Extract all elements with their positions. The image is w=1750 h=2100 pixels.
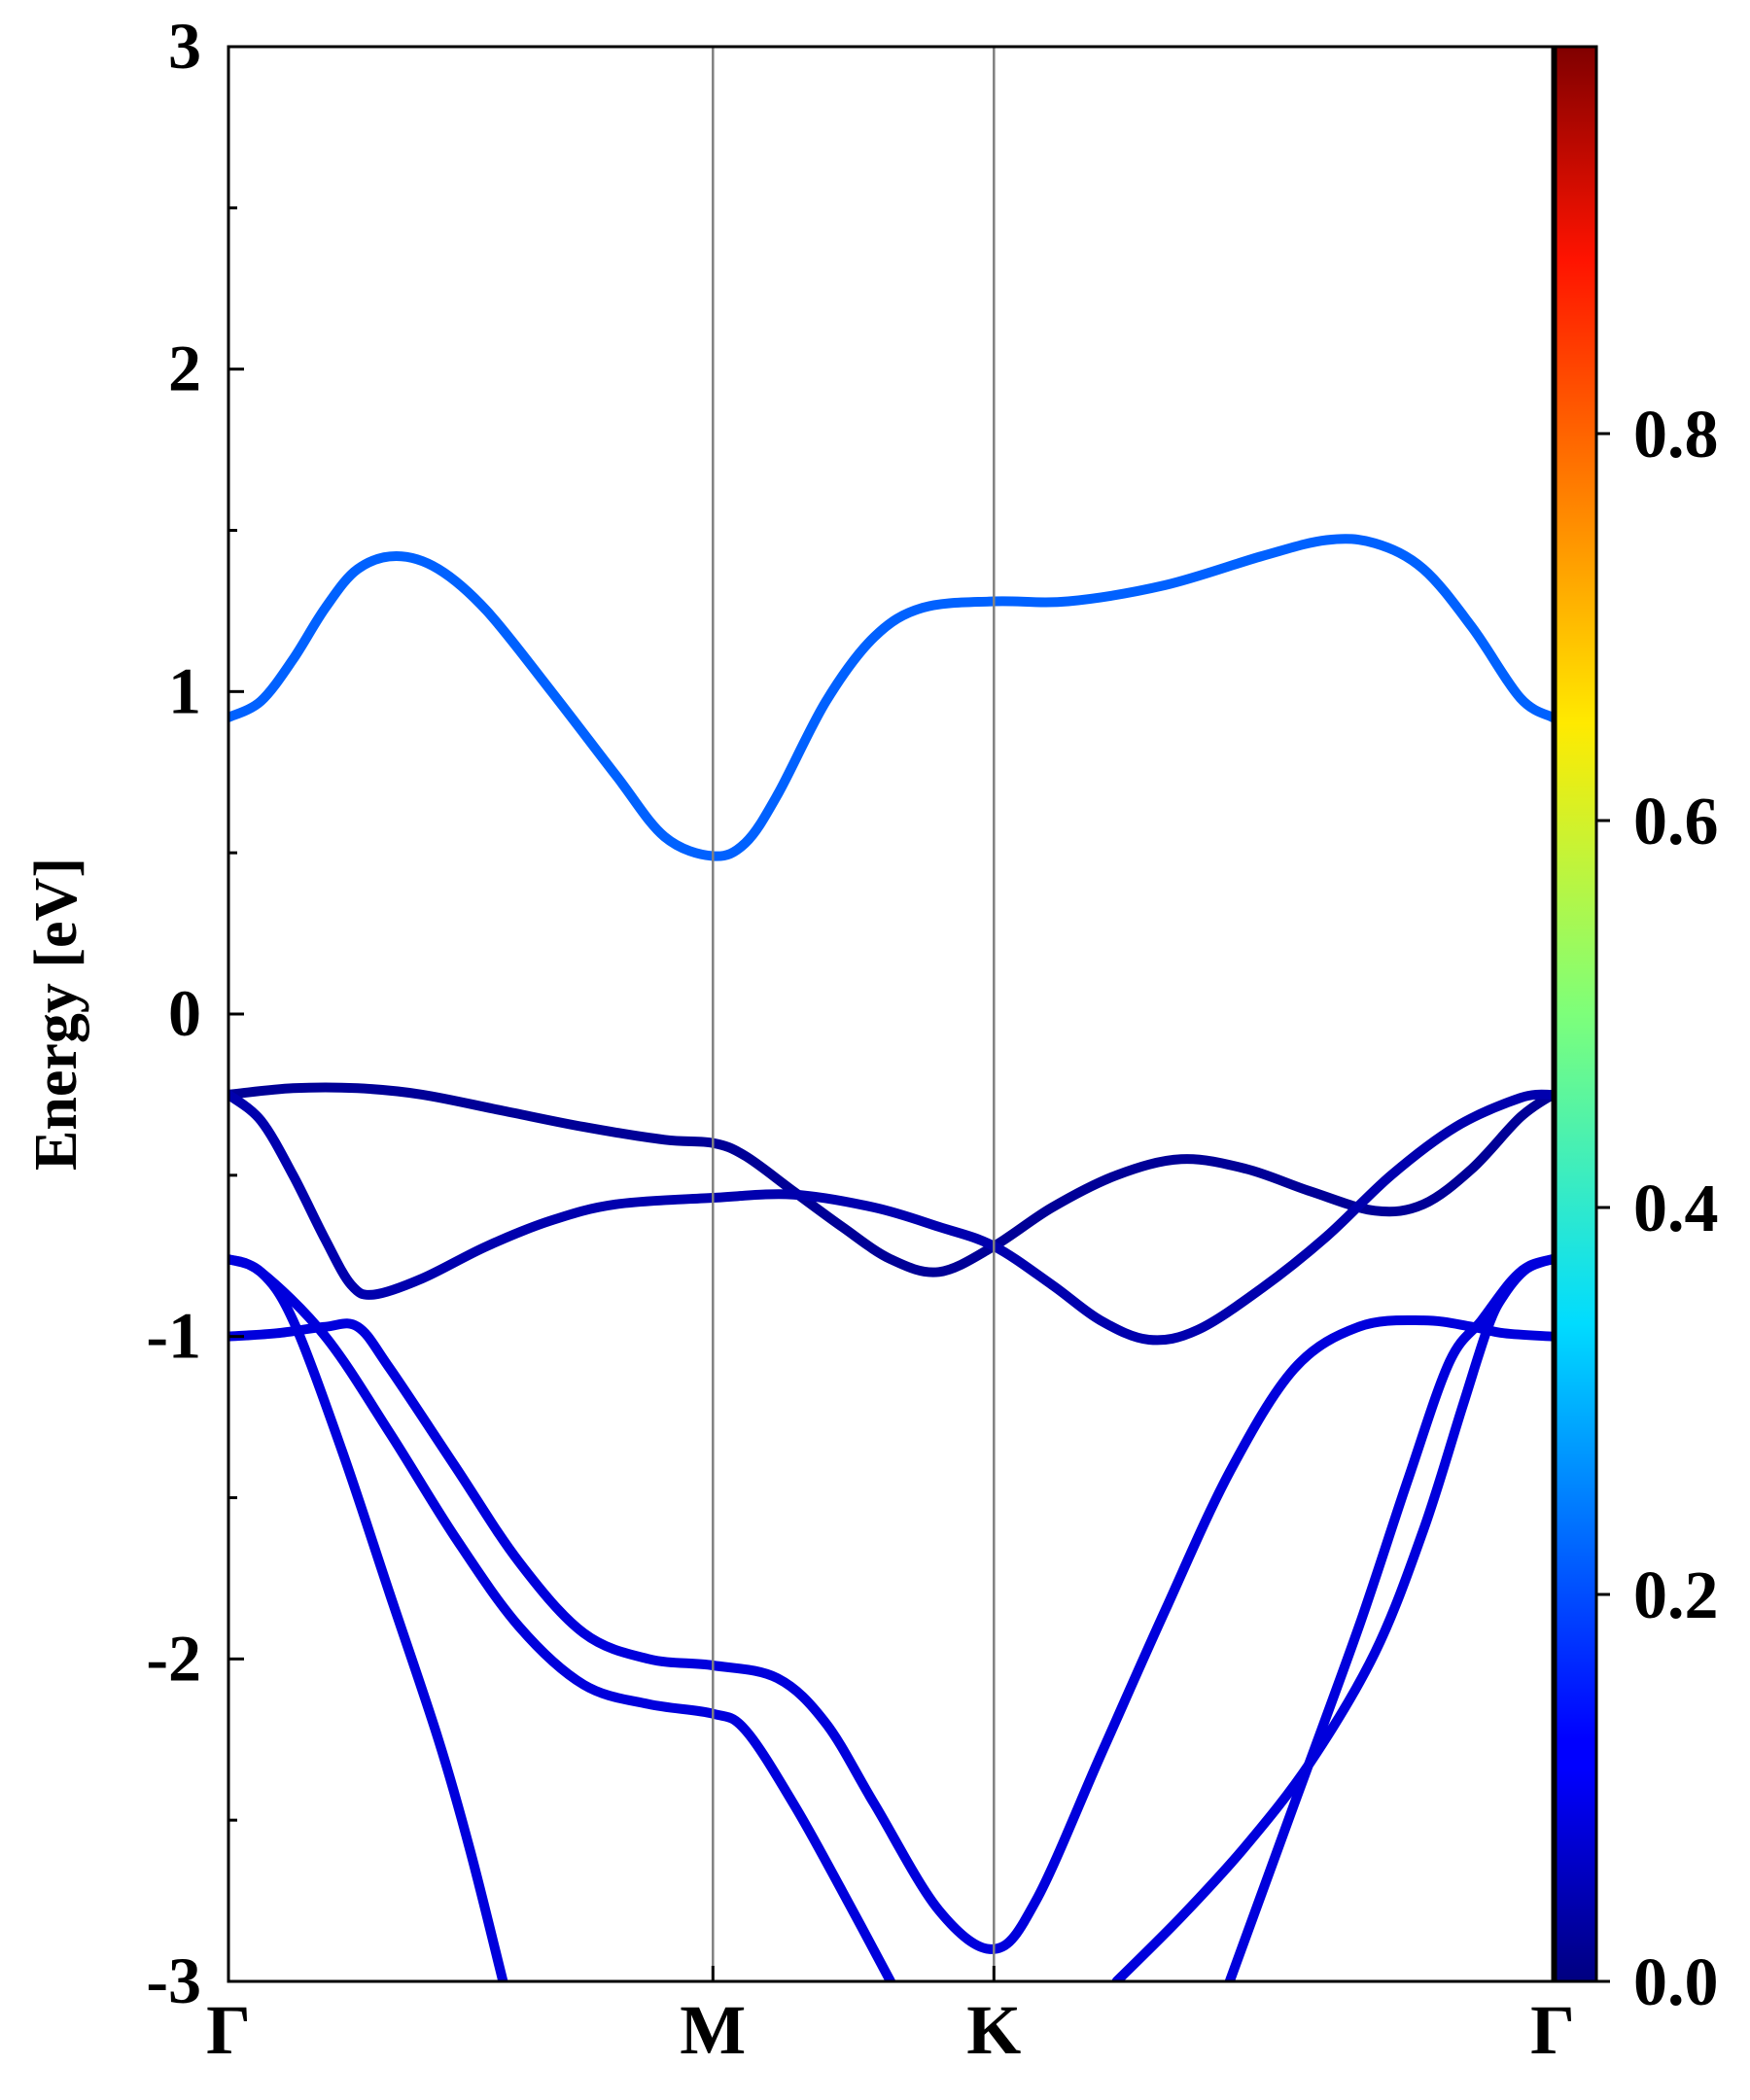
x-tick-label: Γ <box>206 1991 251 2069</box>
y-tick-label: 1 <box>168 653 201 727</box>
colorbar-ticks: 0.0 0.2 0.4 0.6 0.8 <box>1596 398 1719 2020</box>
colorbar-gradient <box>1554 45 1598 1983</box>
band-lines <box>228 534 1553 1981</box>
y-tick-label: 0 <box>168 976 201 1050</box>
band-line-6 <box>228 1254 508 1981</box>
y-tick-label: -2 <box>146 1621 201 1695</box>
colorbar-tick-label: 0.2 <box>1633 1558 1719 1633</box>
colorbar-tick-label: 0.4 <box>1633 1172 1719 1246</box>
band-line-8 <box>1224 1254 1553 1981</box>
colorbar-tick-label: 0.0 <box>1633 1945 1719 2020</box>
x-tick-label: Γ <box>1530 1991 1575 2069</box>
high-symmetry-lines <box>712 47 996 1981</box>
y-axis-title: Energy [eV] <box>23 858 89 1171</box>
band-line-3 <box>228 1089 1553 1346</box>
y-tick-label: -1 <box>146 1299 201 1373</box>
y-tick-label: 2 <box>168 332 201 405</box>
colorbar-tick-label: 0.8 <box>1633 398 1719 472</box>
colorbar-tick-label: 0.6 <box>1633 785 1719 859</box>
x-tick-label: M <box>680 1991 746 2069</box>
colorbar: 0.0 0.2 0.4 0.6 0.8 <box>1554 45 1719 2020</box>
band-line-2 <box>228 1082 1553 1278</box>
band-line-7 <box>1111 1254 1553 1981</box>
x-tick-label: K <box>966 1991 1021 2069</box>
y-tick-label: -3 <box>146 1943 201 2017</box>
band-line-4 <box>228 1314 1553 1954</box>
y-axis: -3 -2 -1 0 1 2 3 <box>146 9 244 2017</box>
band-line-1 <box>228 534 1553 861</box>
y-tick-label: 3 <box>168 9 201 83</box>
band-line-5 <box>228 1254 895 1981</box>
